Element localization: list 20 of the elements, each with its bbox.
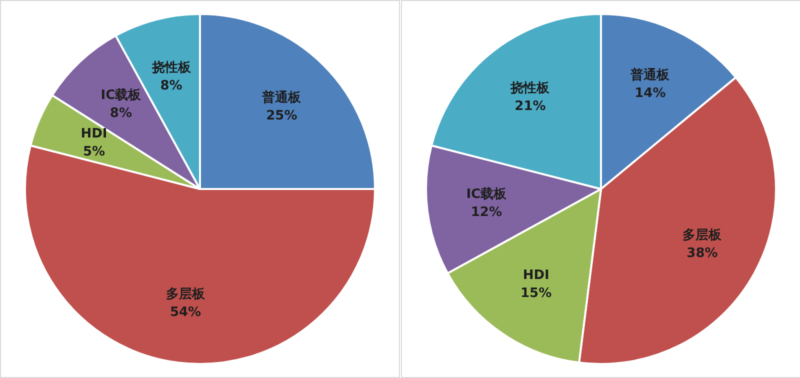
- slice-label: IC载板: [100, 88, 142, 104]
- slice-label: IC载板: [466, 186, 508, 202]
- data-label: 15%: [520, 286, 552, 301]
- slice-label: HDI: [522, 268, 550, 283]
- data-label: 8%: [110, 106, 132, 122]
- slice-label: 普通板: [630, 66, 671, 83]
- data-label: 25%: [266, 108, 298, 124]
- slice-label: 挠性板: [510, 81, 551, 96]
- slice-label: 多层板: [166, 286, 206, 302]
- data-label: 12%: [470, 204, 502, 220]
- slice-label: HDI: [80, 126, 108, 142]
- data-label: 21%: [514, 99, 546, 114]
- slice-label: 普通板: [261, 90, 302, 106]
- data-label: 54%: [170, 304, 202, 320]
- data-label: 8%: [160, 78, 182, 94]
- data-label: 38%: [686, 246, 718, 262]
- slice-label: 多层板: [682, 228, 723, 244]
- data-label: 5%: [82, 144, 106, 160]
- slice-label: 挠性板: [150, 60, 192, 76]
- data-label: 14%: [634, 86, 666, 101]
